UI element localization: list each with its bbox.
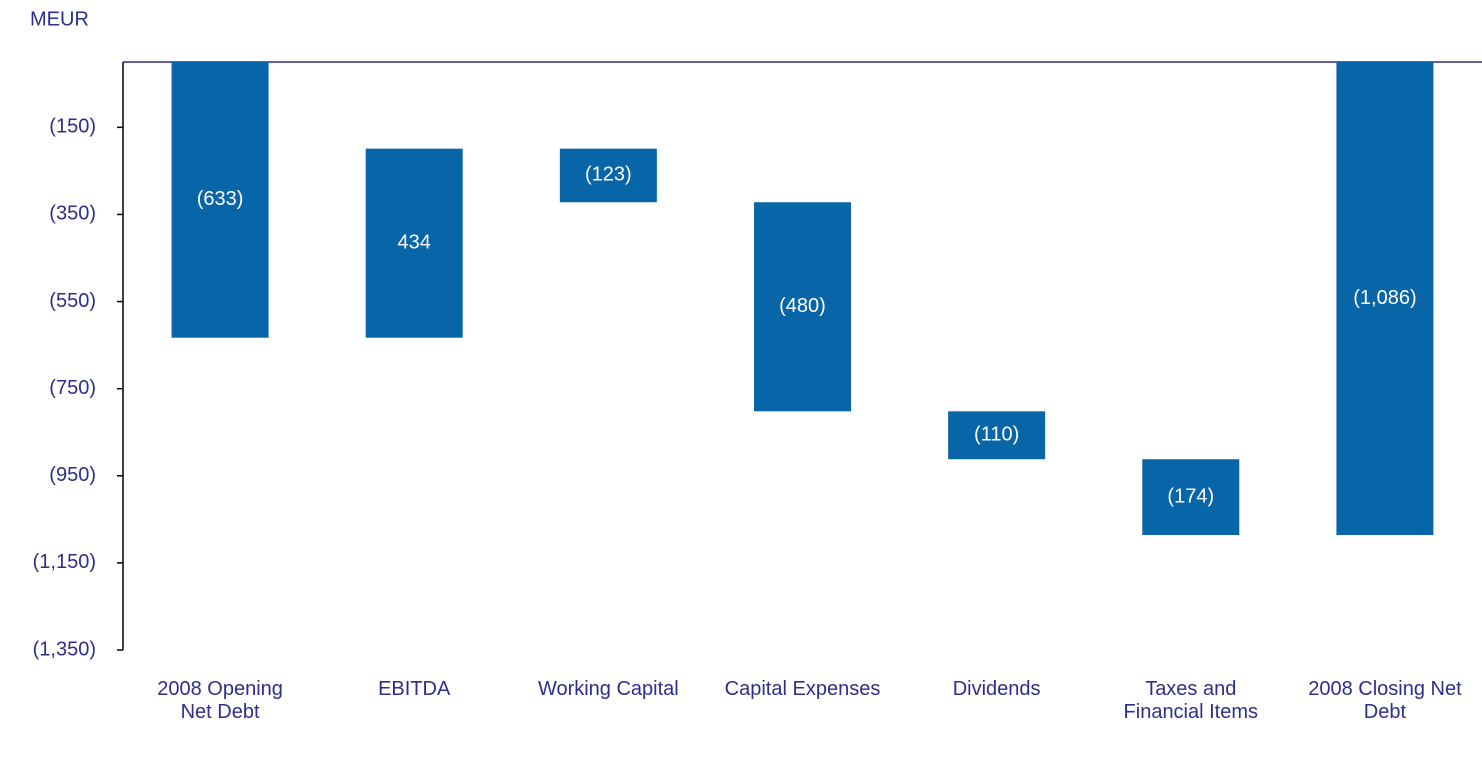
value-label: (480) xyxy=(779,295,826,317)
bar xyxy=(559,148,657,203)
value-label: (110) xyxy=(974,424,1019,446)
x-tick-label: Working Capital xyxy=(537,678,679,700)
y-tick-label: (350) xyxy=(49,203,96,225)
bar xyxy=(1142,459,1240,536)
y-tick-label: (1,150) xyxy=(33,551,96,573)
y-axis-label: MEUR xyxy=(30,8,89,30)
y-tick-label: (550) xyxy=(49,290,96,312)
x-tick-label: EBITDA xyxy=(378,678,451,700)
y-tick-label: (1,350) xyxy=(33,638,96,660)
value-label: (123) xyxy=(585,164,632,186)
value-label: (174) xyxy=(1167,485,1214,507)
bar xyxy=(171,62,269,338)
value-label: (1,086) xyxy=(1353,287,1416,309)
y-tick-label: (150) xyxy=(49,116,96,138)
value-label: 434 xyxy=(398,231,431,253)
bar xyxy=(365,148,463,338)
value-label: (633) xyxy=(197,188,244,210)
y-tick-label: (950) xyxy=(49,464,96,486)
x-tick-label: Dividends xyxy=(952,678,1041,700)
bar xyxy=(1336,62,1434,536)
x-tick-label: Capital Expenses xyxy=(724,678,881,700)
y-tick-label: (750) xyxy=(49,377,96,399)
bar xyxy=(754,202,851,412)
x-tick-label: Taxes and Financial Items xyxy=(1123,678,1259,723)
x-tick-label: 2008 Opening Net Debt xyxy=(157,678,283,723)
x-tick-label: 2008 Closing Net Debt xyxy=(1308,678,1462,723)
bar xyxy=(948,411,1046,460)
